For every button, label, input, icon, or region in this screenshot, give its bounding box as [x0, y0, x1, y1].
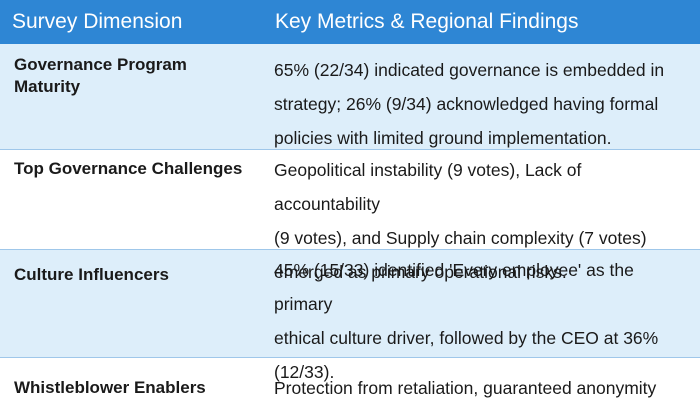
table-row: Top Governance Challenges Geopolitical i…	[0, 150, 700, 282]
table-row: Whistleblower Enablers Protection from r…	[0, 358, 700, 400]
row-findings: Protection from retaliation, guaranteed …	[260, 358, 700, 400]
header-key-metrics: Key Metrics & Regional Findings	[275, 10, 579, 33]
table-row: Culture Influencers 45% (15/33) identifi…	[0, 250, 700, 382]
findings-line: ethical culture driver, followed by the …	[274, 328, 659, 348]
row-dimension: Whistleblower Enablers	[14, 378, 206, 397]
findings-line: Geopolitical instability (9 votes), Lack…	[274, 160, 582, 214]
table-row: Governance Program Maturity 65% (22/34) …	[0, 44, 700, 150]
findings-line: 45% (15/33) identified 'Every employee' …	[274, 260, 634, 314]
row-dimension: Culture Influencers	[14, 265, 169, 284]
row-findings: 45% (15/33) identified 'Every employee' …	[260, 250, 700, 382]
row-dimension: Top Governance Challenges	[14, 159, 243, 178]
findings-line: 65% (22/34) indicated governance is embe…	[274, 60, 665, 80]
findings-line: policies with limited ground implementat…	[274, 128, 612, 148]
table-header: Survey Dimension Key Metrics & Regional …	[0, 0, 700, 44]
findings-line: (12/33).	[274, 362, 335, 382]
header-survey-dimension: Survey Dimension	[12, 10, 183, 33]
row-dimension: Governance Program Maturity	[14, 55, 187, 96]
findings-line: emerged as primary operational risks.	[274, 262, 567, 282]
findings-line: Protection from retaliation, guaranteed …	[274, 378, 657, 398]
findings-line: (9 votes), and Supply chain complexity (…	[274, 228, 647, 248]
findings-line: strategy; 26% (9/34) acknowledged having…	[274, 94, 659, 114]
row-findings: Geopolitical instability (9 votes), Lack…	[260, 150, 700, 282]
row-findings: 65% (22/34) indicated governance is embe…	[260, 44, 700, 149]
